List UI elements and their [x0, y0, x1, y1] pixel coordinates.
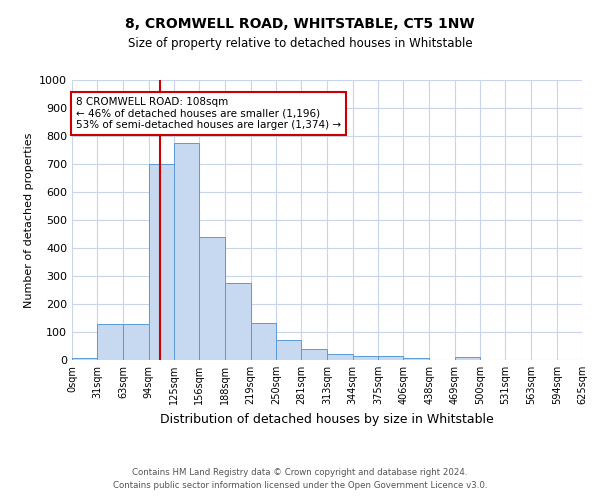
Text: 8, CROMWELL ROAD, WHITSTABLE, CT5 1NW: 8, CROMWELL ROAD, WHITSTABLE, CT5 1NW — [125, 18, 475, 32]
Bar — [455, 357, 480, 360]
X-axis label: Distribution of detached houses by size in Whitstable: Distribution of detached houses by size … — [160, 412, 494, 426]
Text: Size of property relative to detached houses in Whitstable: Size of property relative to detached ho… — [128, 38, 472, 51]
Text: Contains HM Land Registry data © Crown copyright and database right 2024.: Contains HM Land Registry data © Crown c… — [132, 468, 468, 477]
Bar — [251, 323, 276, 360]
Text: Contains public sector information licensed under the Open Government Licence v3: Contains public sector information licen… — [113, 482, 487, 490]
Bar — [72, 358, 97, 360]
Bar — [403, 358, 430, 360]
Bar — [328, 354, 353, 360]
Text: 8 CROMWELL ROAD: 108sqm
← 46% of detached houses are smaller (1,196)
53% of semi: 8 CROMWELL ROAD: 108sqm ← 46% of detache… — [76, 97, 341, 130]
Bar — [149, 164, 174, 360]
Bar — [124, 324, 149, 360]
Bar — [174, 143, 199, 360]
Bar — [97, 324, 124, 360]
Y-axis label: Number of detached properties: Number of detached properties — [23, 132, 34, 308]
Bar — [378, 356, 403, 360]
Bar — [301, 349, 328, 360]
Bar — [353, 356, 378, 360]
Bar — [276, 340, 301, 360]
Bar — [199, 237, 226, 360]
Bar — [226, 283, 251, 360]
